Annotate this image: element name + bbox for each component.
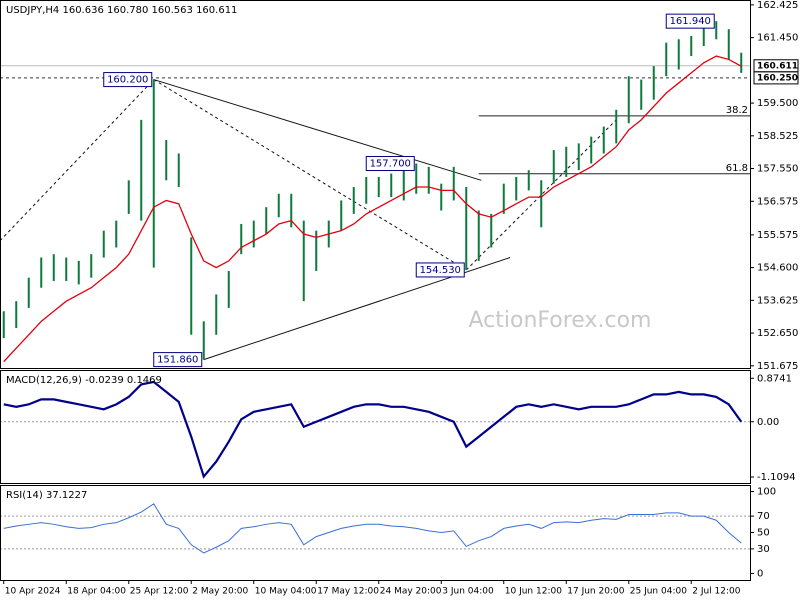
annotation-box xyxy=(153,352,203,368)
trend-line xyxy=(0,79,155,242)
panel: ActionForex.com 38.2 61.8 xyxy=(0,21,750,363)
trend-line xyxy=(153,79,467,271)
y-tick-label: 50 xyxy=(757,528,770,539)
annotation-label: 161.940 xyxy=(670,16,711,27)
indicator-line xyxy=(3,380,743,479)
annotation-box xyxy=(415,262,465,278)
x-tick-label: 25 Apr 12:00 xyxy=(130,587,189,597)
panel xyxy=(0,380,750,479)
fib-label: 61.8 xyxy=(726,163,748,174)
annotation-label: 157.700 xyxy=(370,159,411,170)
x-tick-label: 18 Apr 04:00 xyxy=(67,587,126,597)
y-tick-label: 151.675 xyxy=(757,361,798,372)
x-tick-label: 10 May 04:00 xyxy=(255,587,317,597)
trend-line xyxy=(153,79,482,181)
y-tick-label: 159.500 xyxy=(757,98,798,109)
panel xyxy=(0,503,750,554)
y-tick-label: 161.450 xyxy=(757,33,798,44)
y-tick-label: 0.00 xyxy=(757,417,779,428)
price-label: 160.250 xyxy=(757,73,798,83)
y-tick-label: 152.650 xyxy=(757,328,798,339)
y-tick-label: 0 xyxy=(757,568,763,579)
y-tick-label: 156.575 xyxy=(757,196,798,207)
annotation-label: 151.860 xyxy=(157,355,198,366)
y-tick-label: 30 xyxy=(757,544,770,555)
annotation-label: 154.530 xyxy=(420,265,461,276)
x-tick-label: 17 May 12:00 xyxy=(317,587,379,597)
x-tick-label: 10 Apr 2024 xyxy=(5,587,61,597)
watermark: ActionForex.com xyxy=(469,308,652,333)
annotation-label: 160.200 xyxy=(107,75,148,86)
y-tick-label: 70 xyxy=(757,511,770,522)
y-tick-label: 0.8741 xyxy=(757,373,792,384)
y-tick-label: 154.600 xyxy=(757,263,798,274)
panel-title: USDJPY,H4 160.636 160.780 160.563 160.61… xyxy=(6,5,237,16)
x-tick-label: 2 May 20:00 xyxy=(192,587,248,597)
annotation-box xyxy=(103,72,153,88)
y-tick-label: 158.525 xyxy=(757,131,798,142)
y-tick-label: 155.575 xyxy=(757,230,798,241)
panel-border xyxy=(0,370,751,484)
panel-title: MACD(12,26,9) -0.0239 0.1469 xyxy=(6,375,162,386)
x-tick-label: 17 Jun 20:00 xyxy=(567,587,624,597)
panel-border xyxy=(0,0,751,369)
indicator-line xyxy=(3,503,742,554)
y-tick-label: 157.550 xyxy=(757,164,798,175)
y-tick-label: 100 xyxy=(757,487,776,498)
annotation-box xyxy=(665,13,715,29)
price-box xyxy=(753,71,799,85)
x-tick-label: 25 Jun 04:00 xyxy=(630,587,687,597)
x-tick-label: 2 Jul 12:00 xyxy=(692,587,741,597)
y-tick-label: 153.625 xyxy=(757,295,798,306)
annotation-box xyxy=(365,156,415,172)
panel-title: RSI(14) 37.1227 xyxy=(6,490,87,501)
moving-average xyxy=(3,55,742,363)
fib-label: 38.2 xyxy=(726,105,748,116)
y-tick-label: -1.1094 xyxy=(757,472,796,483)
x-tick-label: 10 Jun 12:00 xyxy=(505,587,562,597)
price-label: 160.611 xyxy=(757,61,798,71)
y-tick-label: 162.425 xyxy=(757,0,798,11)
x-tick-label: 3 Jun 04:00 xyxy=(442,587,494,597)
x-tick-label: 24 May 20:00 xyxy=(380,587,442,597)
